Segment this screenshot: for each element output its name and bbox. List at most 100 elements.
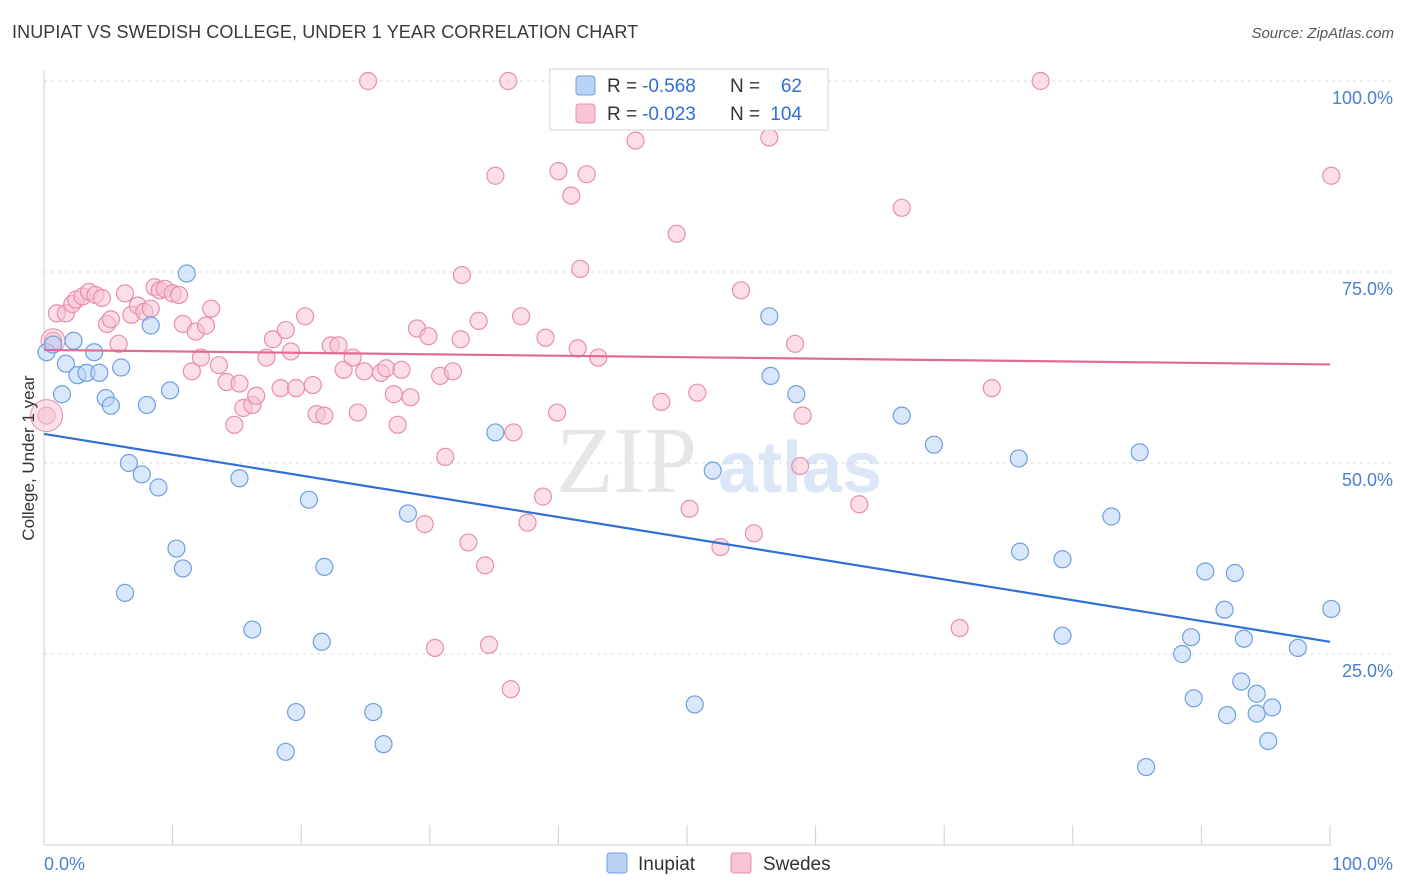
data-point [1182, 628, 1201, 647]
gridlines [44, 80, 1392, 655]
data-point [1322, 599, 1341, 619]
data-point [486, 423, 505, 442]
data-point [1196, 562, 1215, 581]
data-point [182, 362, 201, 381]
data-point [334, 360, 353, 379]
data-point [374, 735, 393, 754]
data-point [90, 363, 109, 382]
data-point [443, 362, 463, 381]
data-point [64, 331, 83, 350]
data-point [358, 71, 378, 91]
data-point [43, 335, 63, 354]
data-point [315, 406, 334, 425]
data-point [760, 307, 779, 326]
data-point [281, 342, 301, 361]
data-point [286, 702, 306, 722]
data-point [119, 453, 138, 473]
data-point [548, 403, 567, 422]
data-point [1173, 644, 1192, 664]
legend-n-label-inupiat: N = [730, 76, 760, 97]
data-point [286, 379, 306, 398]
legend-swedes-label: Swedes [763, 854, 831, 875]
data-point [132, 465, 151, 484]
data-point [141, 316, 160, 335]
inupiat-points [37, 264, 1341, 777]
data-point [52, 385, 72, 404]
data-point [1031, 71, 1050, 91]
data-point [850, 495, 869, 514]
data-point [230, 374, 249, 393]
data-point [1288, 638, 1307, 657]
data-point [499, 71, 518, 91]
data-point [504, 423, 523, 442]
data-point [571, 259, 590, 279]
data-point [225, 415, 244, 434]
data-point [177, 264, 196, 283]
series-legend: Inupiat Swedes [606, 852, 831, 875]
legend-n-value-swedes: 104 [770, 104, 802, 125]
data-point [533, 487, 553, 506]
x-tick-labels: 0.0% 100.0% [44, 854, 1393, 874]
data-point [1263, 698, 1282, 717]
data-point [536, 328, 555, 347]
data-point [1234, 629, 1253, 648]
data-point [401, 388, 420, 407]
data-point [271, 379, 290, 398]
data-point [982, 379, 1001, 398]
data-point [263, 330, 283, 349]
data-point [343, 348, 362, 367]
data-point [785, 334, 805, 353]
data-point [1225, 563, 1244, 583]
data-point [562, 186, 581, 205]
data-point [685, 695, 704, 714]
data-point [209, 356, 228, 375]
data-point [299, 490, 319, 509]
data-point [518, 513, 537, 532]
data-point [230, 469, 249, 488]
legend-n-label-swedes: N = [730, 104, 760, 125]
data-point [652, 392, 671, 411]
data-point [1053, 550, 1072, 569]
data-point [315, 557, 334, 577]
legend-r-value-inupiat: -0.568 [642, 76, 696, 97]
data-point [137, 395, 156, 415]
data-point [1322, 166, 1341, 185]
x-tick-label: 100.0% [1332, 854, 1393, 874]
data-point [1232, 672, 1251, 691]
data-point [202, 299, 221, 318]
y-tick-labels: 25.0% 50.0% 75.0% 100.0% [1332, 88, 1393, 681]
trend-lines [43, 348, 1331, 643]
data-point [115, 284, 135, 303]
data-point [92, 288, 111, 308]
data-point [191, 348, 210, 367]
watermark-zip: ZIP [556, 409, 697, 513]
data-point [115, 583, 135, 602]
chart-title: INUPIAT VS SWEDISH COLLEGE, UNDER 1 YEAR… [12, 22, 639, 42]
data-point [384, 385, 403, 404]
data-point [791, 456, 810, 476]
data-point [1247, 704, 1266, 723]
data-point [626, 131, 645, 150]
data-point [196, 316, 216, 335]
legend-r-label-swedes: R = [607, 104, 637, 125]
source-label: Source: ZipAtlas.com [1251, 25, 1394, 42]
data-point [388, 415, 407, 434]
data-point [160, 381, 180, 400]
data-point [149, 478, 168, 497]
data-point [731, 281, 751, 300]
data-point [486, 166, 505, 185]
data-point [247, 386, 266, 405]
data-point [760, 128, 779, 147]
data-point [392, 360, 411, 379]
data-point [1184, 689, 1203, 708]
stats-legend: R = -0.568 N = 62 R = -0.023 N = 104 [549, 68, 829, 131]
data-point [243, 620, 262, 639]
data-point [1137, 757, 1156, 777]
data-point [169, 285, 189, 305]
data-point [469, 311, 488, 330]
data-point [744, 524, 763, 543]
data-point [415, 515, 434, 534]
legend-r-value-swedes: -0.023 [642, 104, 696, 125]
inupiat-trend-line [43, 432, 1331, 643]
